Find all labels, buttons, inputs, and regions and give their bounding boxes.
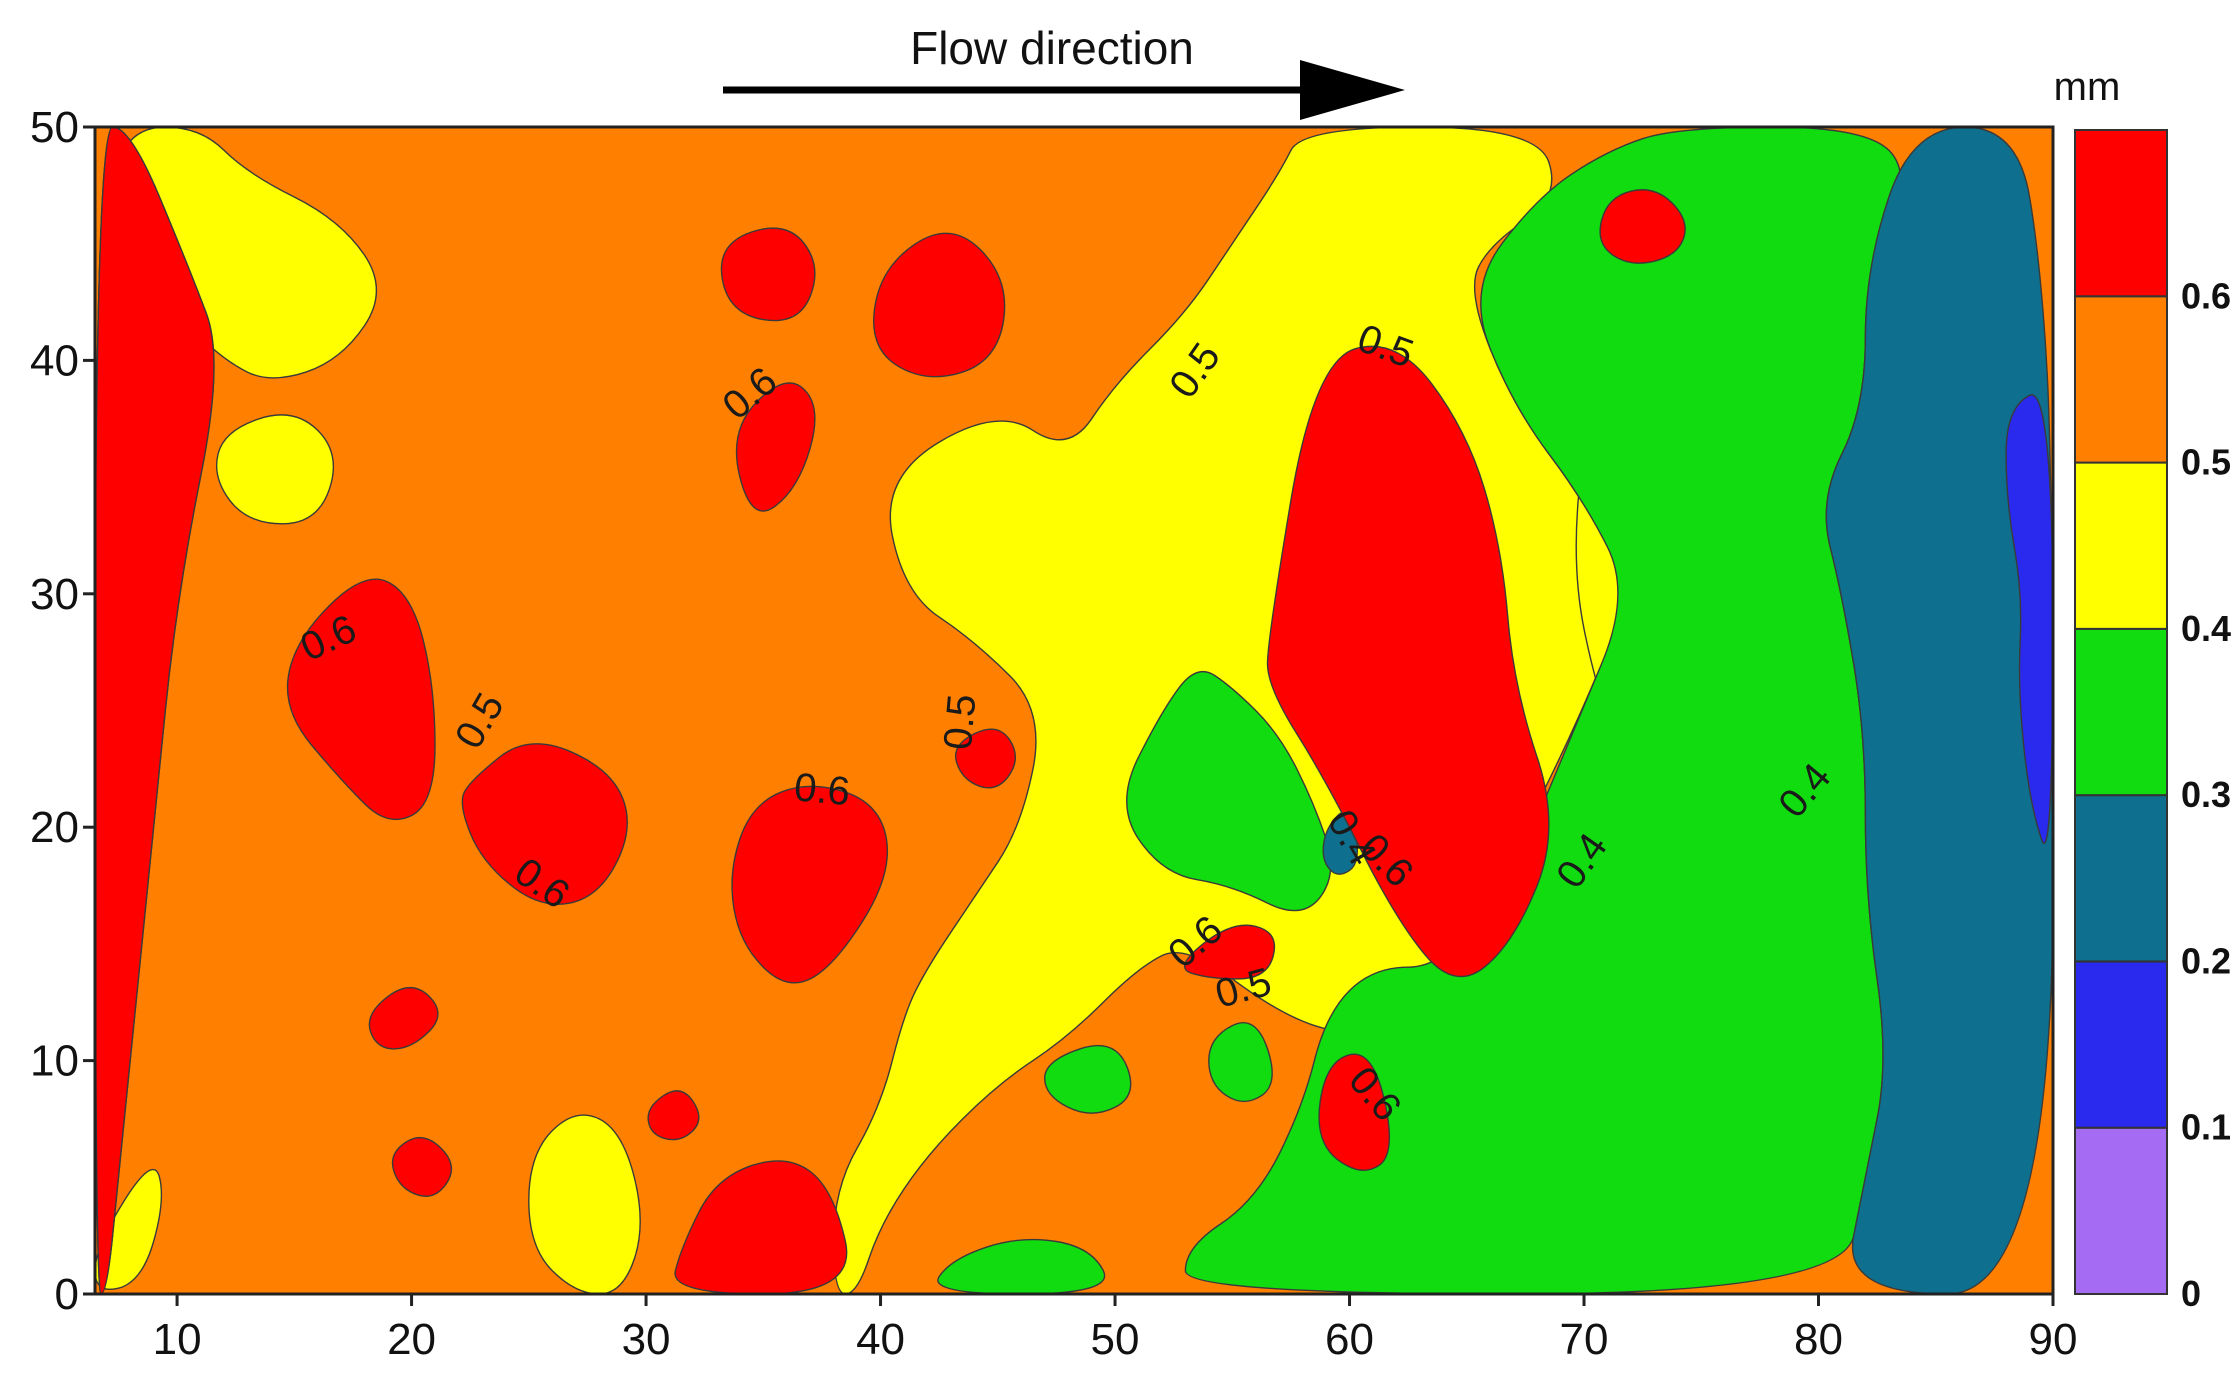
colorbar-swatch: [2074, 627, 2168, 797]
green-region: [1126, 670, 1332, 912]
red-region: [731, 785, 889, 984]
y-tick-label: 20: [30, 803, 79, 852]
red-region: [720, 227, 816, 322]
red-region: [1599, 189, 1686, 264]
red-region: [1183, 924, 1276, 980]
green-region: [1043, 1044, 1132, 1114]
colorbar-swatch: [2074, 1126, 2168, 1295]
y-tick-label: 0: [55, 1270, 79, 1319]
yellow-region: [215, 414, 335, 525]
teal-region: [1825, 127, 2053, 1294]
colorbar-label: 0.3: [2181, 774, 2231, 815]
flow-direction-annotation: Flow direction: [723, 22, 1405, 120]
colorbar-label: 0.1: [2181, 1107, 2231, 1148]
flow-arrow-icon: [1300, 60, 1405, 120]
red-region: [461, 743, 628, 905]
yellow-region: [95, 1168, 163, 1290]
teal-region: [1322, 811, 1359, 875]
x-tick-label: 20: [387, 1315, 436, 1364]
x-tick-label: 30: [622, 1315, 671, 1364]
green-region: [1208, 1021, 1273, 1103]
x-tick-label: 50: [1091, 1315, 1140, 1364]
colorbar-label: 0.4: [2181, 608, 2231, 649]
colorbar-swatch: [2074, 960, 2168, 1129]
colorbar-unit: mm: [2054, 65, 2121, 109]
colorbar: 0 0.1 0.2 0.3 0.4 0.5 0.6 mm: [2054, 65, 2231, 1314]
colorbar-swatch: [2074, 461, 2168, 630]
flow-direction-label: Flow direction: [910, 22, 1194, 74]
red-region: [735, 382, 816, 512]
red-region: [954, 728, 1017, 789]
colorbar-label: 0.5: [2181, 442, 2231, 483]
x-tick-label: 80: [1794, 1315, 1843, 1364]
x-tick-label: 10: [153, 1315, 202, 1364]
red-region: [647, 1090, 700, 1141]
colorbar-label: 0.2: [2181, 940, 2231, 981]
contour-label: 0.5: [936, 692, 985, 751]
red-region: [391, 1136, 453, 1197]
colorbar-swatch: [2074, 129, 2168, 298]
contour-label: 0.6: [793, 765, 852, 814]
contour-fill-layer: [95, 127, 2053, 1294]
axis-layer: 10 20 30 40 50 60 70 80 90 0 10 20 30 40 50: [30, 103, 2077, 1364]
y-tick-label: 50: [30, 103, 79, 152]
red-region: [286, 578, 436, 821]
y-tick-label: 10: [30, 1037, 79, 1086]
colorbar-swatch: [2074, 794, 2168, 963]
x-tick-label: 60: [1325, 1315, 1374, 1364]
red-region: [1318, 1053, 1391, 1171]
colorbar-label: 0: [2181, 1273, 2201, 1314]
x-tick-label: 70: [1560, 1315, 1609, 1364]
colorbar-swatch: [2074, 295, 2168, 464]
red-region: [1266, 345, 1550, 978]
x-tick-label: 40: [856, 1315, 905, 1364]
y-tick-label: 40: [30, 336, 79, 385]
yellow-region: [528, 1114, 641, 1294]
colorbar-label: 0.6: [2181, 275, 2231, 316]
y-tick-label: 30: [30, 570, 79, 619]
x-tick-label: 90: [2029, 1315, 2078, 1364]
red-region: [368, 986, 439, 1050]
plot-frame: [93, 125, 2055, 1296]
red-region: [873, 232, 1006, 378]
blue-region: [2005, 394, 2053, 844]
